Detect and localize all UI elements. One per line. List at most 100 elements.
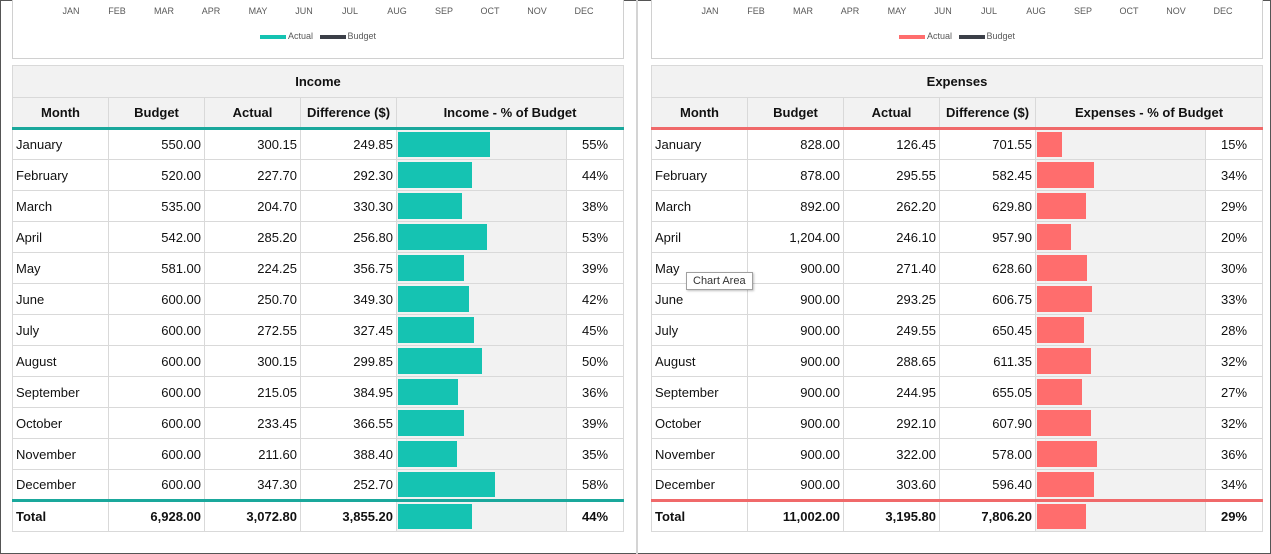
percent-cell[interactable]: 32% [1204, 345, 1264, 377]
budget-cell[interactable]: 900.00 [747, 469, 844, 501]
percent-bar-cell[interactable] [1035, 499, 1206, 532]
percent-bar-cell[interactable] [396, 438, 567, 470]
percent-bar-cell[interactable] [1035, 314, 1206, 346]
actual-cell[interactable]: 249.55 [843, 314, 940, 346]
percent-cell[interactable]: 29% [1204, 499, 1264, 532]
percent-cell[interactable]: 20% [1204, 221, 1264, 253]
difference-cell[interactable]: 582.45 [939, 159, 1036, 191]
difference-cell[interactable]: 356.75 [300, 252, 397, 284]
month-cell[interactable]: November [12, 438, 109, 470]
percent-bar-cell[interactable] [396, 190, 567, 222]
budget-cell[interactable]: 900.00 [747, 407, 844, 439]
difference-cell[interactable]: 629.80 [939, 190, 1036, 222]
actual-cell[interactable]: 211.60 [204, 438, 301, 470]
month-cell[interactable]: November [651, 438, 748, 470]
actual-cell[interactable]: 250.70 [204, 283, 301, 315]
percent-bar-cell[interactable] [396, 221, 567, 253]
percent-bar-cell[interactable] [1035, 128, 1206, 160]
difference-cell[interactable]: 388.40 [300, 438, 397, 470]
budget-cell[interactable]: 1,204.00 [747, 221, 844, 253]
difference-cell[interactable]: 701.55 [939, 128, 1036, 160]
percent-bar-cell[interactable] [396, 314, 567, 346]
percent-bar-cell[interactable] [396, 376, 567, 408]
budget-cell[interactable]: 600.00 [108, 469, 205, 501]
month-cell[interactable]: October [651, 407, 748, 439]
percent-bar-cell[interactable] [1035, 221, 1206, 253]
budget-cell[interactable]: 600.00 [108, 345, 205, 377]
budget-cell[interactable]: 878.00 [747, 159, 844, 191]
month-cell[interactable]: April [12, 221, 109, 253]
actual-cell[interactable]: 3,072.80 [204, 499, 301, 532]
budget-cell[interactable]: 6,928.00 [108, 499, 205, 532]
month-cell[interactable]: September [12, 376, 109, 408]
percent-bar-cell[interactable] [396, 283, 567, 315]
actual-cell[interactable]: 288.65 [843, 345, 940, 377]
percent-bar-cell[interactable] [396, 128, 567, 160]
difference-cell[interactable]: 596.40 [939, 469, 1036, 501]
percent-cell[interactable]: 44% [565, 159, 625, 191]
difference-cell[interactable]: 650.45 [939, 314, 1036, 346]
percent-cell[interactable]: 55% [565, 128, 625, 160]
budget-cell[interactable]: 900.00 [747, 438, 844, 470]
budget-cell[interactable]: 550.00 [108, 128, 205, 160]
actual-cell[interactable]: 215.05 [204, 376, 301, 408]
percent-cell[interactable]: 33% [1204, 283, 1264, 315]
percent-bar-cell[interactable] [1035, 469, 1206, 501]
difference-cell[interactable]: 349.30 [300, 283, 397, 315]
percent-cell[interactable]: 45% [565, 314, 625, 346]
budget-cell[interactable]: 600.00 [108, 407, 205, 439]
difference-cell[interactable]: 299.85 [300, 345, 397, 377]
difference-cell[interactable]: 330.30 [300, 190, 397, 222]
actual-cell[interactable]: 322.00 [843, 438, 940, 470]
difference-cell[interactable]: 606.75 [939, 283, 1036, 315]
percent-bar-cell[interactable] [396, 252, 567, 284]
month-cell[interactable]: July [651, 314, 748, 346]
month-cell[interactable]: January [651, 128, 748, 160]
percent-bar-cell[interactable] [396, 469, 567, 501]
budget-cell[interactable]: 600.00 [108, 438, 205, 470]
budget-cell[interactable]: 581.00 [108, 252, 205, 284]
actual-cell[interactable]: 224.25 [204, 252, 301, 284]
budget-cell[interactable]: 900.00 [747, 314, 844, 346]
budget-cell[interactable]: 542.00 [108, 221, 205, 253]
actual-cell[interactable]: 300.15 [204, 345, 301, 377]
percent-cell[interactable]: 38% [565, 190, 625, 222]
percent-cell[interactable]: 29% [1204, 190, 1264, 222]
percent-bar-cell[interactable] [1035, 252, 1206, 284]
percent-bar-cell[interactable] [1035, 190, 1206, 222]
budget-cell[interactable]: 900.00 [747, 283, 844, 315]
percent-bar-cell[interactable] [396, 407, 567, 439]
percent-bar-cell[interactable] [1035, 159, 1206, 191]
percent-cell[interactable]: 30% [1204, 252, 1264, 284]
difference-cell[interactable]: 249.85 [300, 128, 397, 160]
month-cell[interactable]: February [12, 159, 109, 191]
budget-cell[interactable]: 600.00 [108, 314, 205, 346]
actual-cell[interactable]: 126.45 [843, 128, 940, 160]
month-cell[interactable]: July [12, 314, 109, 346]
actual-cell[interactable]: 204.70 [204, 190, 301, 222]
percent-bar-cell[interactable] [1035, 438, 1206, 470]
month-cell[interactable]: January [12, 128, 109, 160]
difference-cell[interactable]: 252.70 [300, 469, 397, 501]
percent-bar-cell[interactable] [1035, 407, 1206, 439]
budget-cell[interactable]: 900.00 [747, 345, 844, 377]
actual-cell[interactable]: 262.20 [843, 190, 940, 222]
difference-cell[interactable]: 628.60 [939, 252, 1036, 284]
difference-cell[interactable]: 957.90 [939, 221, 1036, 253]
difference-cell[interactable]: 292.30 [300, 159, 397, 191]
month-cell[interactable]: May [12, 252, 109, 284]
month-cell[interactable]: Total [12, 499, 109, 532]
month-cell[interactable]: October [12, 407, 109, 439]
percent-cell[interactable]: 39% [565, 407, 625, 439]
percent-cell[interactable]: 34% [1204, 469, 1264, 501]
budget-cell[interactable]: 892.00 [747, 190, 844, 222]
budget-cell[interactable]: 11,002.00 [747, 499, 844, 532]
month-cell[interactable]: August [12, 345, 109, 377]
actual-cell[interactable]: 272.55 [204, 314, 301, 346]
percent-cell[interactable]: 58% [565, 469, 625, 501]
budget-cell[interactable]: 900.00 [747, 376, 844, 408]
percent-cell[interactable]: 36% [565, 376, 625, 408]
expenses-chart-area[interactable]: JAN FEB MAR APR MAY JUN JUL AUG SEP OCT NOV DEC Act… [651, 0, 1263, 59]
actual-cell[interactable]: 246.10 [843, 221, 940, 253]
difference-cell[interactable]: 607.90 [939, 407, 1036, 439]
